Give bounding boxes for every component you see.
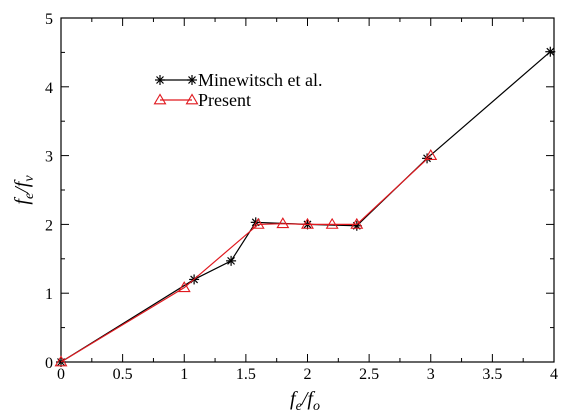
series-0 [56, 46, 556, 367]
y-tick-label: 0 [45, 355, 53, 372]
legend: Minewitsch et al.Present [153, 70, 322, 110]
series-layer [54, 46, 556, 367]
ticks: 0 0.5 1 1.5 2 2.5 3 3.5 4 0 1 2 3 4 5 [45, 11, 558, 383]
data-point [325, 217, 339, 229]
x-axis-title: fe/fo [290, 388, 320, 413]
data-point [177, 281, 191, 293]
data-point [424, 149, 438, 160]
x-tick-label: 2 [304, 366, 312, 383]
data-point [545, 46, 556, 57]
data-point [251, 217, 265, 229]
x-tick-label: 2.5 [359, 366, 379, 383]
y-tick-label: 5 [45, 11, 53, 28]
x-tick-label: 1.5 [236, 366, 256, 383]
asterisk-stroke [546, 47, 555, 56]
asterisk-stroke [227, 256, 236, 265]
x-tick-label: 1 [180, 366, 188, 383]
legend-marker [185, 93, 199, 105]
legend-marker [153, 93, 167, 105]
series-1 [54, 149, 438, 367]
asterisk-stroke [188, 76, 196, 84]
y-tick-label: 3 [45, 149, 53, 166]
legend-entry-1: Present [153, 90, 251, 110]
data-point [276, 217, 290, 229]
legend-marker [187, 75, 197, 85]
legend-entry-0: Minewitsch et al. [155, 70, 322, 90]
series-line [60, 155, 432, 363]
x-tick-label: 3 [427, 366, 435, 383]
legend-label: Minewitsch et al. [198, 70, 322, 90]
data-point [226, 255, 237, 266]
y-tick-label: 2 [45, 217, 53, 234]
x-tick-label: 4 [550, 366, 558, 383]
data-point [54, 355, 68, 367]
y-tick-label: 4 [45, 80, 53, 97]
asterisk-stroke [156, 76, 164, 84]
series-line [60, 51, 551, 363]
y-tick-label: 1 [45, 286, 53, 303]
legend-label: Present [198, 90, 251, 110]
data-point [350, 217, 364, 229]
x-tick-label: 0.5 [113, 366, 133, 383]
x-tick-label: 0 [57, 366, 65, 383]
legend-marker [155, 75, 165, 85]
data-point [301, 217, 314, 229]
x-tick-label: 3.5 [482, 366, 502, 383]
y-axis-title: fe/fv [11, 175, 37, 205]
